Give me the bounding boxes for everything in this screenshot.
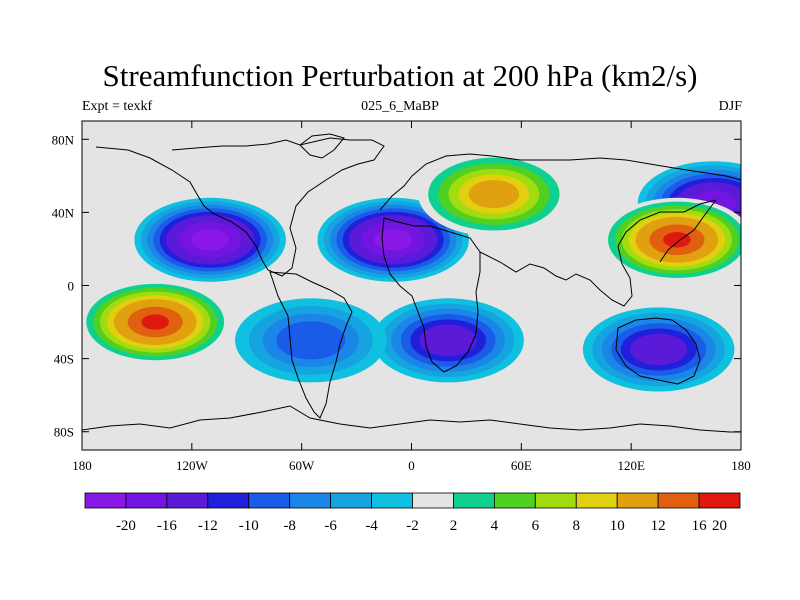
colorbar-label: -8 xyxy=(283,518,296,534)
colorbar-label: 4 xyxy=(491,518,499,534)
y-tick-label: 40N xyxy=(52,205,75,220)
colorbar-label: 20 xyxy=(712,518,727,534)
y-tick-label: 80S xyxy=(54,425,74,440)
colorbar-swatch xyxy=(289,492,332,509)
coastlines xyxy=(82,133,741,433)
coastline-arabia-india xyxy=(479,199,717,307)
coastline-east-asia xyxy=(659,199,717,263)
colorbar-label: 6 xyxy=(532,518,540,534)
x-tick-label: 180 xyxy=(72,458,92,473)
feature-5 xyxy=(82,280,231,365)
feature-6 xyxy=(372,298,524,383)
colorbar-label: -6 xyxy=(324,518,337,534)
season-label: DJF xyxy=(718,99,742,114)
coastline-south-america xyxy=(269,271,353,419)
contour-band xyxy=(663,232,691,248)
x-tick-label: 120W xyxy=(176,458,209,473)
colorbar-swatch xyxy=(493,492,536,509)
coastline-africa xyxy=(381,217,481,373)
contour-band xyxy=(191,229,230,251)
coastline-greenland xyxy=(299,133,345,159)
colorbar-label: -10 xyxy=(239,518,259,534)
colorbar-swatch xyxy=(166,492,209,509)
colorbar-label: 8 xyxy=(573,518,581,534)
coastline-north-america xyxy=(95,137,385,277)
coastline-europe xyxy=(379,153,741,211)
run-label: 025_6_MaBP xyxy=(361,99,439,114)
x-tick-label: 120E xyxy=(617,458,645,473)
contour-band xyxy=(468,180,520,209)
colorbar-swatch xyxy=(412,492,454,509)
streamfunction-field xyxy=(82,121,741,450)
colorbar-label: -12 xyxy=(198,518,218,534)
coastline-australia xyxy=(615,317,701,385)
colorbar-label: 2 xyxy=(450,518,458,534)
y-tick-label: 40S xyxy=(54,352,74,367)
contour-band xyxy=(630,333,688,366)
colorbar-label: -20 xyxy=(116,518,136,534)
y-tick-label: 0 xyxy=(68,279,75,294)
colorbar-swatch xyxy=(84,492,127,509)
coastline-antarctica xyxy=(82,405,741,433)
colorbar: -20 -16 -12 -10 -8 -6 -4 -2 2 4 6 8 10 12 16 20 xyxy=(84,492,741,534)
axes: 80N 40N 0 40S 80S 180 120W 60W 0 60E 120E 180 xyxy=(52,120,751,473)
x-tick-label: 60E xyxy=(511,458,532,473)
chart-title: Streamfunction Perturbation at 200 hPa (… xyxy=(102,58,698,93)
colorbar-swatch xyxy=(248,492,291,509)
x-tick-label: 60W xyxy=(289,458,315,473)
feature-7 xyxy=(582,307,735,392)
colorbar-label: -4 xyxy=(365,518,378,534)
colorbar-swatch xyxy=(330,492,372,509)
colorbar-swatch xyxy=(575,492,618,509)
colorbar-swatch xyxy=(371,492,413,509)
feature-4 xyxy=(418,152,570,237)
colorbar-swatch xyxy=(698,492,741,509)
feature-2 xyxy=(134,197,286,282)
colorbar-label: -2 xyxy=(406,518,419,534)
experiment-label: Expt = texkf xyxy=(82,99,153,114)
colorbar-label: 16 xyxy=(692,518,708,534)
feature-8 xyxy=(235,298,387,383)
colorbar-swatch xyxy=(207,492,250,509)
colorbar-swatch xyxy=(453,492,495,509)
colorbar-swatch xyxy=(616,492,659,509)
feature-3 xyxy=(317,197,469,282)
contour-band xyxy=(141,314,170,330)
colorbar-label: 10 xyxy=(610,518,625,534)
colorbar-swatch xyxy=(534,492,577,509)
contour-band xyxy=(276,321,346,360)
x-tick-label: 180 xyxy=(731,458,751,473)
y-tick-label: 80N xyxy=(52,132,75,147)
feature-1 xyxy=(601,197,741,282)
contour-band xyxy=(374,229,413,251)
x-tick-label: 0 xyxy=(408,458,415,473)
colorbar-label: -16 xyxy=(157,518,177,534)
colorbar-swatch xyxy=(657,492,700,509)
contour-band xyxy=(419,324,477,357)
colorbar-swatch xyxy=(125,492,168,509)
colorbar-label: 12 xyxy=(651,518,666,534)
